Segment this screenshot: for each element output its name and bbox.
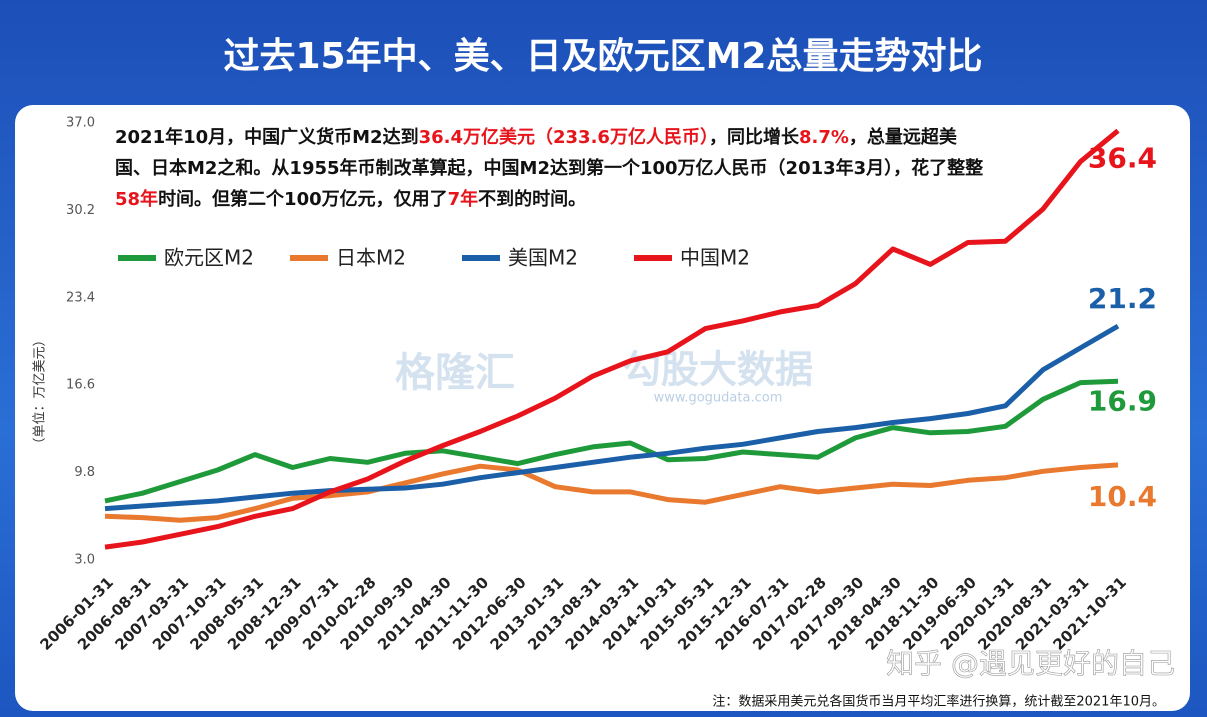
footnote: 注：数据采用美元兑各国货币当月平均汇率进行换算，统计截至2021年10月。 <box>712 694 1165 710</box>
end-value-label: 36.4 <box>1088 142 1157 175</box>
chart-title: 过去15年中、美、日及欧元区M2总量走势对比 <box>224 36 983 77</box>
annotation-text: 36.4万亿美元（233.6万亿人民币） <box>418 127 709 148</box>
legend-label: 日本M2 <box>336 246 406 270</box>
y-axis-label: （单位：万亿美元） <box>33 333 48 450</box>
series-line <box>104 378 1119 504</box>
annotation-text: ，同比增长 <box>708 127 799 148</box>
annotation-text: 2021年10月，中国广义货币M2达到 <box>115 127 419 148</box>
y-tick-label: 3.0 <box>74 553 95 568</box>
annotation-text: 7年 <box>447 189 479 210</box>
end-value-label: 16.9 <box>1088 384 1157 417</box>
y-tick-label: 9.8 <box>74 465 95 480</box>
legend-label: 欧元区M2 <box>164 246 254 270</box>
y-tick-label: 16.6 <box>66 378 95 393</box>
watermark: 知乎 @遇见更好的自己 <box>886 647 1175 680</box>
end-value-label: 21.2 <box>1088 282 1157 315</box>
annotation-text: 不到的时间。 <box>478 189 587 210</box>
end-value-label: 10.4 <box>1088 480 1157 513</box>
annotation-text: 58年 <box>115 189 159 210</box>
series-line <box>104 323 1120 512</box>
legend-label: 美国M2 <box>508 246 578 270</box>
series-line <box>104 128 1120 550</box>
annotation: 2021年10月，中国广义货币M2达到36.4万亿美元（233.6万亿人民币），… <box>115 122 985 215</box>
watermark: www.gogudata.com <box>654 391 783 406</box>
y-tick-label: 30.2 <box>66 203 95 218</box>
annotation-text: 8.7% <box>798 127 849 148</box>
y-tick-label: 37.0 <box>66 116 95 131</box>
annotation-text: 时间。但第二个100万亿元，仅用了 <box>158 189 448 210</box>
legend-label: 中国M2 <box>680 246 750 270</box>
series-line <box>104 462 1119 523</box>
watermark: 格隆汇 <box>395 350 515 396</box>
y-tick-label: 23.4 <box>66 290 95 305</box>
annotation-text: ，总量远超美国、日本M2之和。从1955年币制改革算起，中国M2达到第一个100… <box>115 127 984 179</box>
